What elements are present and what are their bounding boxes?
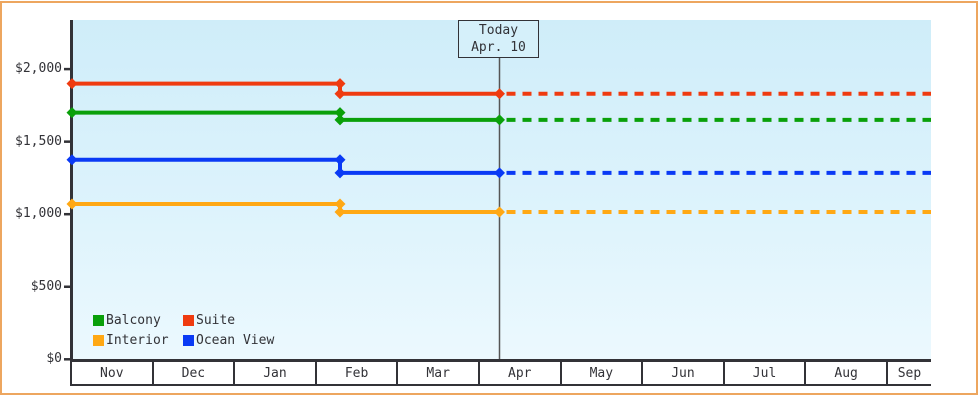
- legend-label: Suite: [196, 313, 236, 328]
- y-axis-tick-label: $1,500: [15, 134, 62, 149]
- series-line-suite: [72, 81, 500, 96]
- y-axis-tick-mark: [64, 140, 70, 143]
- month-cell-mar: Mar: [398, 362, 480, 384]
- price-marker-suite: [494, 88, 505, 100]
- today-annotation-line1: Today: [478, 23, 519, 38]
- price-marker-interior: [494, 206, 505, 218]
- price-marker-balcony: [334, 107, 346, 119]
- legend-item-balcony: Balcony: [93, 313, 161, 328]
- price-marker-ocean-view: [334, 167, 346, 179]
- month-cell-sep: Sep: [897, 365, 922, 381]
- price-marker-suite: [334, 78, 346, 90]
- price-marker-ocean-view: [494, 167, 505, 179]
- month-cell-apr: Apr: [480, 362, 562, 384]
- legend-item-ocean-view: Ocean View: [183, 333, 274, 348]
- price-marker-ocean-view: [334, 154, 346, 166]
- today-annotation-box: Today Apr. 10: [458, 20, 539, 58]
- y-axis-tick-mark: [64, 285, 70, 288]
- price-marker-balcony: [334, 114, 346, 126]
- y-axis-tick-label: $1,000: [15, 206, 62, 221]
- legend-swatch-suite: [183, 315, 194, 326]
- y-axis-line: [70, 20, 73, 362]
- month-cell-aug: Aug: [806, 362, 888, 384]
- y-axis-tick-label: $500: [30, 279, 62, 294]
- month-cell-feb: Feb: [317, 362, 399, 384]
- y-axis-tick-mark: [64, 358, 70, 361]
- price-marker-suite: [66, 78, 78, 90]
- y-axis-tick-mark: [64, 67, 70, 71]
- price-marker-balcony: [66, 107, 78, 119]
- month-cell-dec: Dec: [154, 362, 236, 384]
- month-cell-jun: Jun: [643, 362, 725, 384]
- price-marker-suite: [334, 88, 346, 100]
- month-cell-jul: Jul: [725, 362, 807, 384]
- y-axis-tick-mark: [64, 212, 70, 216]
- series-line-ocean-view: [72, 157, 500, 175]
- price-marker-interior: [334, 198, 346, 210]
- legend-swatch-interior: [93, 335, 104, 346]
- legend-label: Interior: [106, 333, 169, 348]
- legend-swatch-ocean-view: [183, 335, 194, 346]
- month-cell-nov: Nov: [72, 362, 154, 384]
- price-marker-ocean-view: [66, 154, 78, 166]
- month-cell-jan: Jan: [235, 362, 317, 384]
- month-cell-may: May: [562, 362, 644, 384]
- x-axis-month-row: Nov Dec Jan Feb Mar Apr May Jun Jul Aug …: [70, 359, 931, 386]
- today-annotation-line2: Apr. 10: [471, 40, 526, 55]
- price-marker-interior: [334, 206, 346, 218]
- price-marker-interior: [66, 198, 78, 210]
- y-axis-tick-label: $2,000: [15, 61, 62, 76]
- plot-area-background: [73, 20, 931, 361]
- legend-swatch-balcony: [93, 315, 104, 326]
- legend-item-interior: Interior: [93, 333, 169, 348]
- y-axis-tick-label: $0: [46, 351, 62, 366]
- legend-item-suite: Suite: [183, 313, 235, 328]
- legend-label: Balcony: [106, 313, 161, 328]
- series-line-balcony: [72, 110, 500, 122]
- series-line-interior: [72, 202, 500, 215]
- legend-label: Ocean View: [196, 333, 275, 348]
- price-marker-balcony: [494, 114, 505, 126]
